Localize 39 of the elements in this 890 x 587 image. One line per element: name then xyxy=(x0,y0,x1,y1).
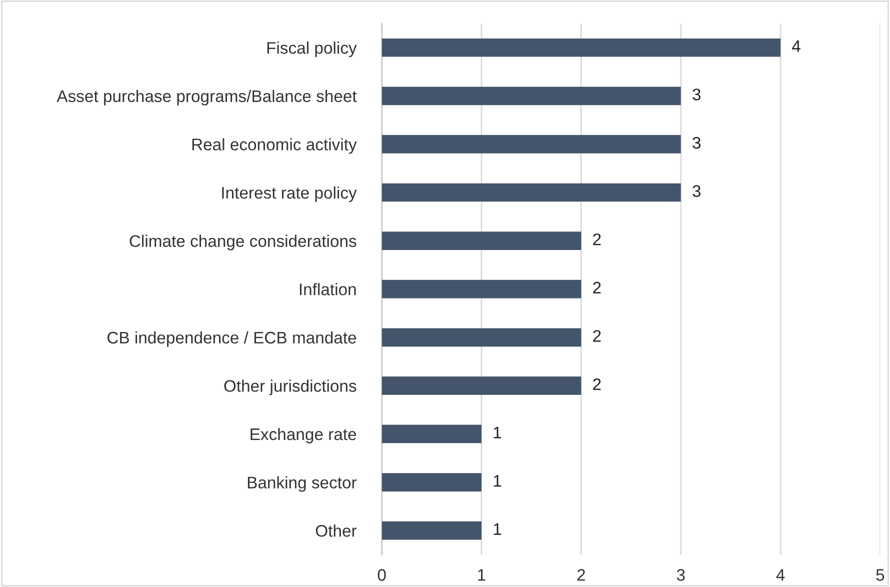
bar xyxy=(382,183,681,202)
y-tick-label: Climate change considerations xyxy=(130,234,356,250)
bar xyxy=(382,521,482,540)
data-label: 3 xyxy=(692,88,700,100)
x-tick-label: 5 xyxy=(876,569,884,581)
data-label: 1 xyxy=(494,523,502,535)
data-label: 3 xyxy=(692,185,700,197)
bar xyxy=(382,376,582,395)
y-tick-label: Interest rate policy xyxy=(222,186,357,202)
y-tick-label: Inflation xyxy=(300,283,356,296)
bar xyxy=(382,135,681,154)
y-tick-label: Exchange rate xyxy=(250,428,356,444)
y-tick-label: Fiscal policy xyxy=(267,42,357,58)
x-tick-label: 1 xyxy=(478,569,486,581)
bar xyxy=(382,86,681,106)
y-tick-label: Other jurisdictions xyxy=(224,380,356,396)
data-label: 2 xyxy=(593,282,601,294)
x-tick-label: 2 xyxy=(577,569,585,581)
data-label: 2 xyxy=(593,378,601,390)
bar xyxy=(382,473,482,492)
y-tick-label: Asset purchase programs/Balance sheet xyxy=(56,90,357,106)
y-tick-label: CB independence / ECB mandate xyxy=(108,331,356,347)
y-tick-label: Other xyxy=(316,524,357,537)
bar xyxy=(382,38,781,57)
data-label: 2 xyxy=(593,330,601,342)
bar xyxy=(382,328,582,347)
bar xyxy=(382,232,582,250)
y-tick-label: Real economic activity xyxy=(192,138,357,154)
bar xyxy=(382,424,482,444)
data-label: 3 xyxy=(692,136,700,149)
data-label: 2 xyxy=(593,233,601,246)
y-tick-label: Banking sector xyxy=(248,476,357,492)
x-tick-label: 3 xyxy=(676,569,685,581)
data-label: 1 xyxy=(494,426,502,438)
x-tick-label: 4 xyxy=(776,569,785,581)
bar xyxy=(382,280,582,298)
data-label: 4 xyxy=(792,40,800,52)
x-tick-label: 0 xyxy=(378,569,386,581)
data-label: 1 xyxy=(494,475,502,487)
